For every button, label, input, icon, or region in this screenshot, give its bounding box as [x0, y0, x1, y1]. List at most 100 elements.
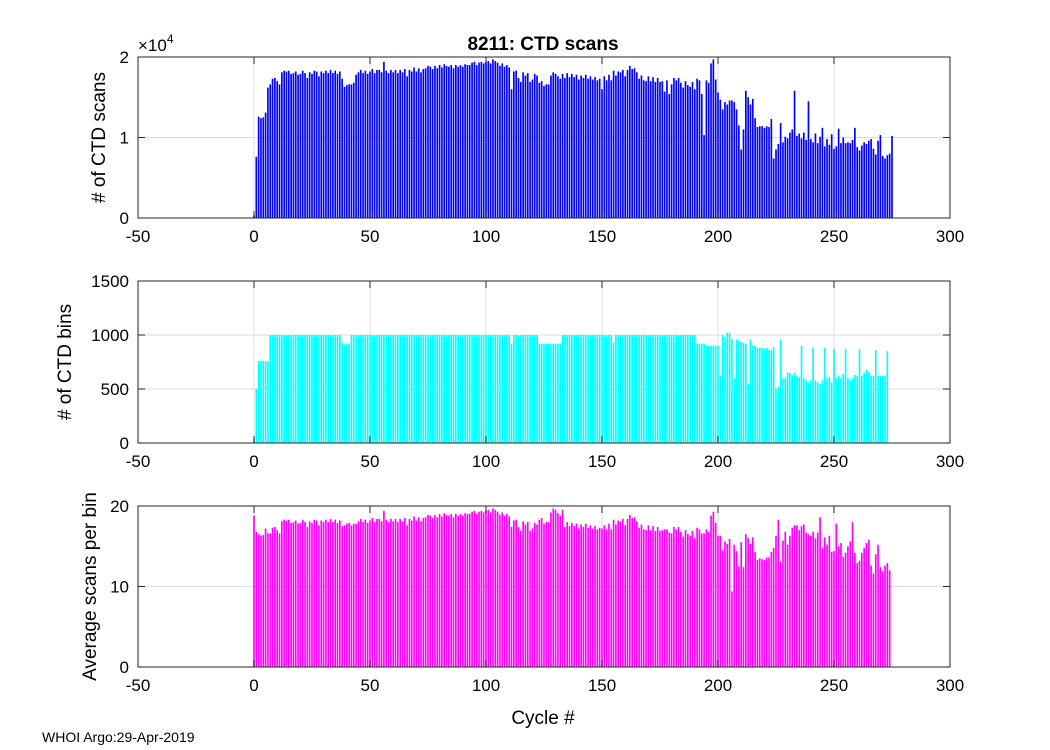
ctd-bins-x-tick-label: 250 [820, 452, 848, 471]
ctd-bins-bar [821, 380, 824, 443]
ctd-bins-bar [751, 345, 754, 443]
avg-scans-per-bin-bar [436, 517, 439, 667]
ctd-scans-bar [603, 76, 606, 218]
avg-scans-per-bin-bar [499, 514, 501, 667]
avg-scans-per-bin-bar [459, 514, 462, 667]
avg-scans-per-bin-bar [652, 526, 654, 667]
ctd-bins-bar [373, 335, 376, 443]
ctd-bins-bar [318, 335, 320, 443]
avg-scans-per-bin-bar [376, 518, 378, 667]
avg-scans-per-bin-bar [608, 523, 610, 667]
avg-scans-per-bin-bar [830, 551, 833, 667]
ctd-bins-bar [401, 335, 404, 443]
avg-scans-per-bin-bar [267, 533, 269, 667]
ctd-scans-bar [364, 70, 367, 218]
avg-scans-per-bin-x-tick-label: 200 [704, 676, 732, 695]
ctd-bins-bar [575, 335, 578, 443]
avg-scans-per-bin-bar [559, 515, 562, 667]
avg-scans-per-bin-bar [297, 523, 299, 667]
ctd-bins-bar [257, 360, 260, 443]
ctd-bins-bar [564, 335, 566, 443]
avg-scans-per-bin-bar [870, 565, 872, 667]
avg-scans-per-bin-bar [742, 567, 745, 667]
ctd-scans-bar [376, 69, 378, 218]
avg-scans-per-bin-bar [482, 512, 485, 667]
avg-scans-per-bin-bar [350, 525, 353, 667]
ctd-bins-bar [698, 343, 701, 443]
avg-scans-per-bin-bar [387, 522, 390, 667]
ctd-scans-bar [531, 79, 534, 218]
ctd-bins-bar [652, 335, 654, 443]
avg-scans-per-bin-bar [443, 513, 446, 667]
ctd-bins-bar [700, 343, 703, 443]
ctd-bins-bar [399, 335, 401, 443]
ctd-bins-bar [719, 376, 722, 443]
ctd-scans-bar [496, 62, 499, 219]
avg-scans-per-bin-bar [675, 529, 678, 667]
ctd-scans-bar [283, 70, 285, 218]
ctd-bins-bar [654, 335, 657, 443]
ctd-bins-bar [582, 335, 585, 443]
ctd-bins-bar [387, 335, 390, 443]
avg-scans-per-bin-bar [874, 554, 877, 667]
avg-scans-per-bin-bar [362, 522, 364, 667]
ctd-scans-x-tick-label: 150 [588, 227, 616, 246]
ctd-scans-bar [789, 132, 791, 218]
avg-scans-per-bin-bar [318, 525, 320, 667]
avg-scans-per-bin-bar [304, 522, 306, 667]
ctd-bins-bar [320, 335, 323, 443]
ctd-scans-bar [380, 72, 383, 218]
ctd-bins-bar [714, 345, 717, 443]
avg-scans-per-bin-bar [691, 530, 694, 667]
avg-scans-per-bin-bar [726, 543, 729, 667]
ctd-bins-bar [631, 335, 633, 443]
ctd-scans-bar [443, 64, 446, 219]
x-axis-label: Cycle # [511, 708, 575, 729]
ctd-bins-bar [867, 371, 870, 443]
ctd-bins-bar [661, 335, 664, 443]
avg-scans-per-bin-bar [677, 526, 680, 667]
ctd-scans-bar [854, 127, 856, 218]
avg-scans-per-bin-bar [575, 523, 578, 667]
ctd-bins-bar [814, 380, 817, 443]
avg-scans-per-bin-bar [385, 519, 388, 667]
ctd-bins-bar [816, 382, 819, 443]
ctd-bins-bar [455, 335, 457, 443]
ctd-scans-bar [786, 138, 789, 218]
ctd-bins-bar [464, 335, 466, 443]
ctd-bins-bar [394, 335, 397, 443]
avg-scans-per-bin-bar [269, 533, 272, 667]
ctd-bins-bar [673, 335, 675, 443]
avg-scans-per-bin-bar [281, 521, 283, 667]
avg-scans-per-bin-bar [640, 524, 643, 667]
avg-scans-per-bin-bar [782, 540, 784, 667]
ctd-bins-bar [348, 343, 350, 443]
ctd-scans-bar [262, 117, 265, 218]
avg-scans-per-bin-bar [501, 512, 504, 667]
avg-scans-per-bin-bar [545, 522, 548, 667]
ctd-bins-bar [691, 335, 694, 443]
ctd-scans-bar [865, 143, 868, 218]
ctd-bins-x-tick-label: 100 [472, 452, 500, 471]
ctd-scans-bar [336, 73, 339, 218]
avg-scans-per-bin-bar [352, 523, 355, 667]
ctd-scans-bar [285, 71, 288, 219]
ctd-scans-bar [552, 72, 555, 218]
ctd-bins-bar [325, 335, 327, 443]
ctd-bins-bar [269, 335, 272, 443]
avg-scans-per-bin-bar [687, 534, 689, 667]
ctd-scans-bar [452, 68, 455, 219]
ctd-bins-bar [508, 335, 511, 443]
ctd-bins-bar [775, 389, 777, 443]
avg-scans-per-bin-bar [617, 520, 620, 667]
ctd-bins-bar [749, 339, 752, 443]
ctd-scans-bar [503, 66, 506, 218]
avg-scans-per-bin-bar [629, 514, 631, 667]
ctd-bins-bar [468, 335, 471, 443]
ctd-bins-bar [617, 335, 620, 443]
ctd-bins-bar [684, 335, 687, 443]
ctd-scans-bar [619, 72, 622, 218]
ctd-bins-bar [274, 335, 276, 443]
ctd-scans-bar [501, 63, 504, 218]
avg-scans-per-bin-bar [320, 520, 323, 667]
